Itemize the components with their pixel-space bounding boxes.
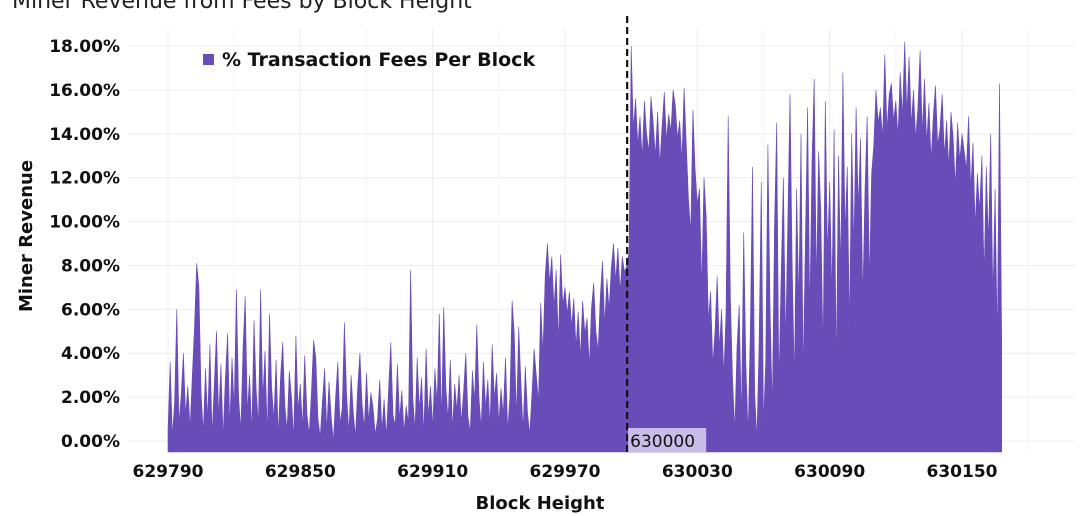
annotation-label-bg bbox=[628, 428, 707, 452]
series-area-fee-percent bbox=[167, 41, 1002, 453]
y-tick-label: 8.00% bbox=[61, 256, 120, 276]
x-tick-label: 629970 bbox=[530, 462, 601, 482]
x-tick-label: 630030 bbox=[662, 462, 733, 482]
y-axis-title: Miner Revenue bbox=[16, 160, 37, 312]
chart-title: Miner Revenue from Fees by Block Height bbox=[12, 0, 472, 14]
x-tick-label: 629790 bbox=[133, 462, 204, 482]
y-tick-label: 4.00% bbox=[61, 344, 120, 364]
x-axis: 629790 629850 629910 629970 630030 630090 6301… bbox=[133, 462, 998, 482]
y-tick-label: 12.00% bbox=[49, 169, 120, 189]
area-layer bbox=[167, 41, 1002, 453]
x-tick-label: 630150 bbox=[927, 462, 998, 482]
x-tick-label: 629910 bbox=[397, 462, 468, 482]
y-tick-label: 0.00% bbox=[61, 432, 120, 452]
y-tick-label: 14.00% bbox=[49, 125, 120, 145]
y-tick-label: 6.00% bbox=[61, 300, 120, 320]
y-axis: 0.00% 2.00% 4.00% 6.00% 8.00% 10.00% 12.00% 14.… bbox=[49, 37, 120, 452]
legend-label: % Transaction Fees Per Block bbox=[222, 49, 535, 71]
y-tick-label: 2.00% bbox=[61, 388, 120, 408]
annotation-label: 630000 bbox=[630, 432, 695, 452]
x-tick-label: 629850 bbox=[265, 462, 336, 482]
y-tick-label: 10.00% bbox=[49, 213, 120, 233]
x-tick-label: 630090 bbox=[794, 462, 865, 482]
legend-swatch bbox=[203, 54, 214, 65]
legend: % Transaction Fees Per Block bbox=[203, 49, 535, 71]
x-axis-title: Block Height bbox=[476, 493, 605, 514]
y-tick-label: 18.00% bbox=[49, 37, 120, 57]
annotation-630000: 630000 bbox=[626, 16, 707, 452]
y-tick-label: 16.00% bbox=[49, 81, 120, 101]
